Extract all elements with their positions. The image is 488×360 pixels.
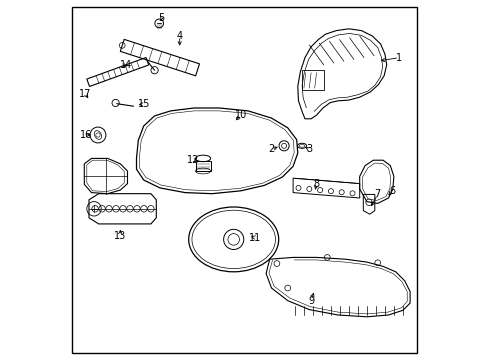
Text: 14: 14 [120,60,132,70]
Text: 5: 5 [158,13,164,23]
Text: 16: 16 [80,130,92,140]
Bar [302,70,323,90]
Text: 3: 3 [305,144,312,154]
Text: 6: 6 [388,186,394,196]
Text: 12: 12 [187,155,199,165]
Text: 13: 13 [114,231,126,241]
Text: 8: 8 [313,179,319,189]
Text: 1: 1 [395,53,402,63]
Text: 15: 15 [137,99,150,109]
Text: 17: 17 [79,89,91,99]
Text: 4: 4 [176,31,183,41]
Text: 2: 2 [268,144,274,154]
Text: 11: 11 [249,233,261,243]
Text: 10: 10 [234,110,246,120]
Text: 7: 7 [374,189,380,199]
Text: 9: 9 [307,296,313,306]
